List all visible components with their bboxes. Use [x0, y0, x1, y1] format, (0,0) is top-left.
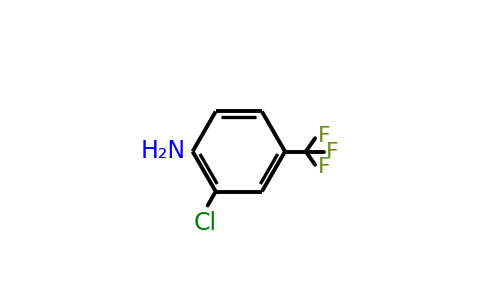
- Text: F: F: [318, 157, 330, 177]
- Text: F: F: [326, 142, 339, 161]
- Text: Cl: Cl: [194, 211, 217, 235]
- Text: H₂N: H₂N: [140, 140, 186, 164]
- Text: F: F: [318, 126, 330, 146]
